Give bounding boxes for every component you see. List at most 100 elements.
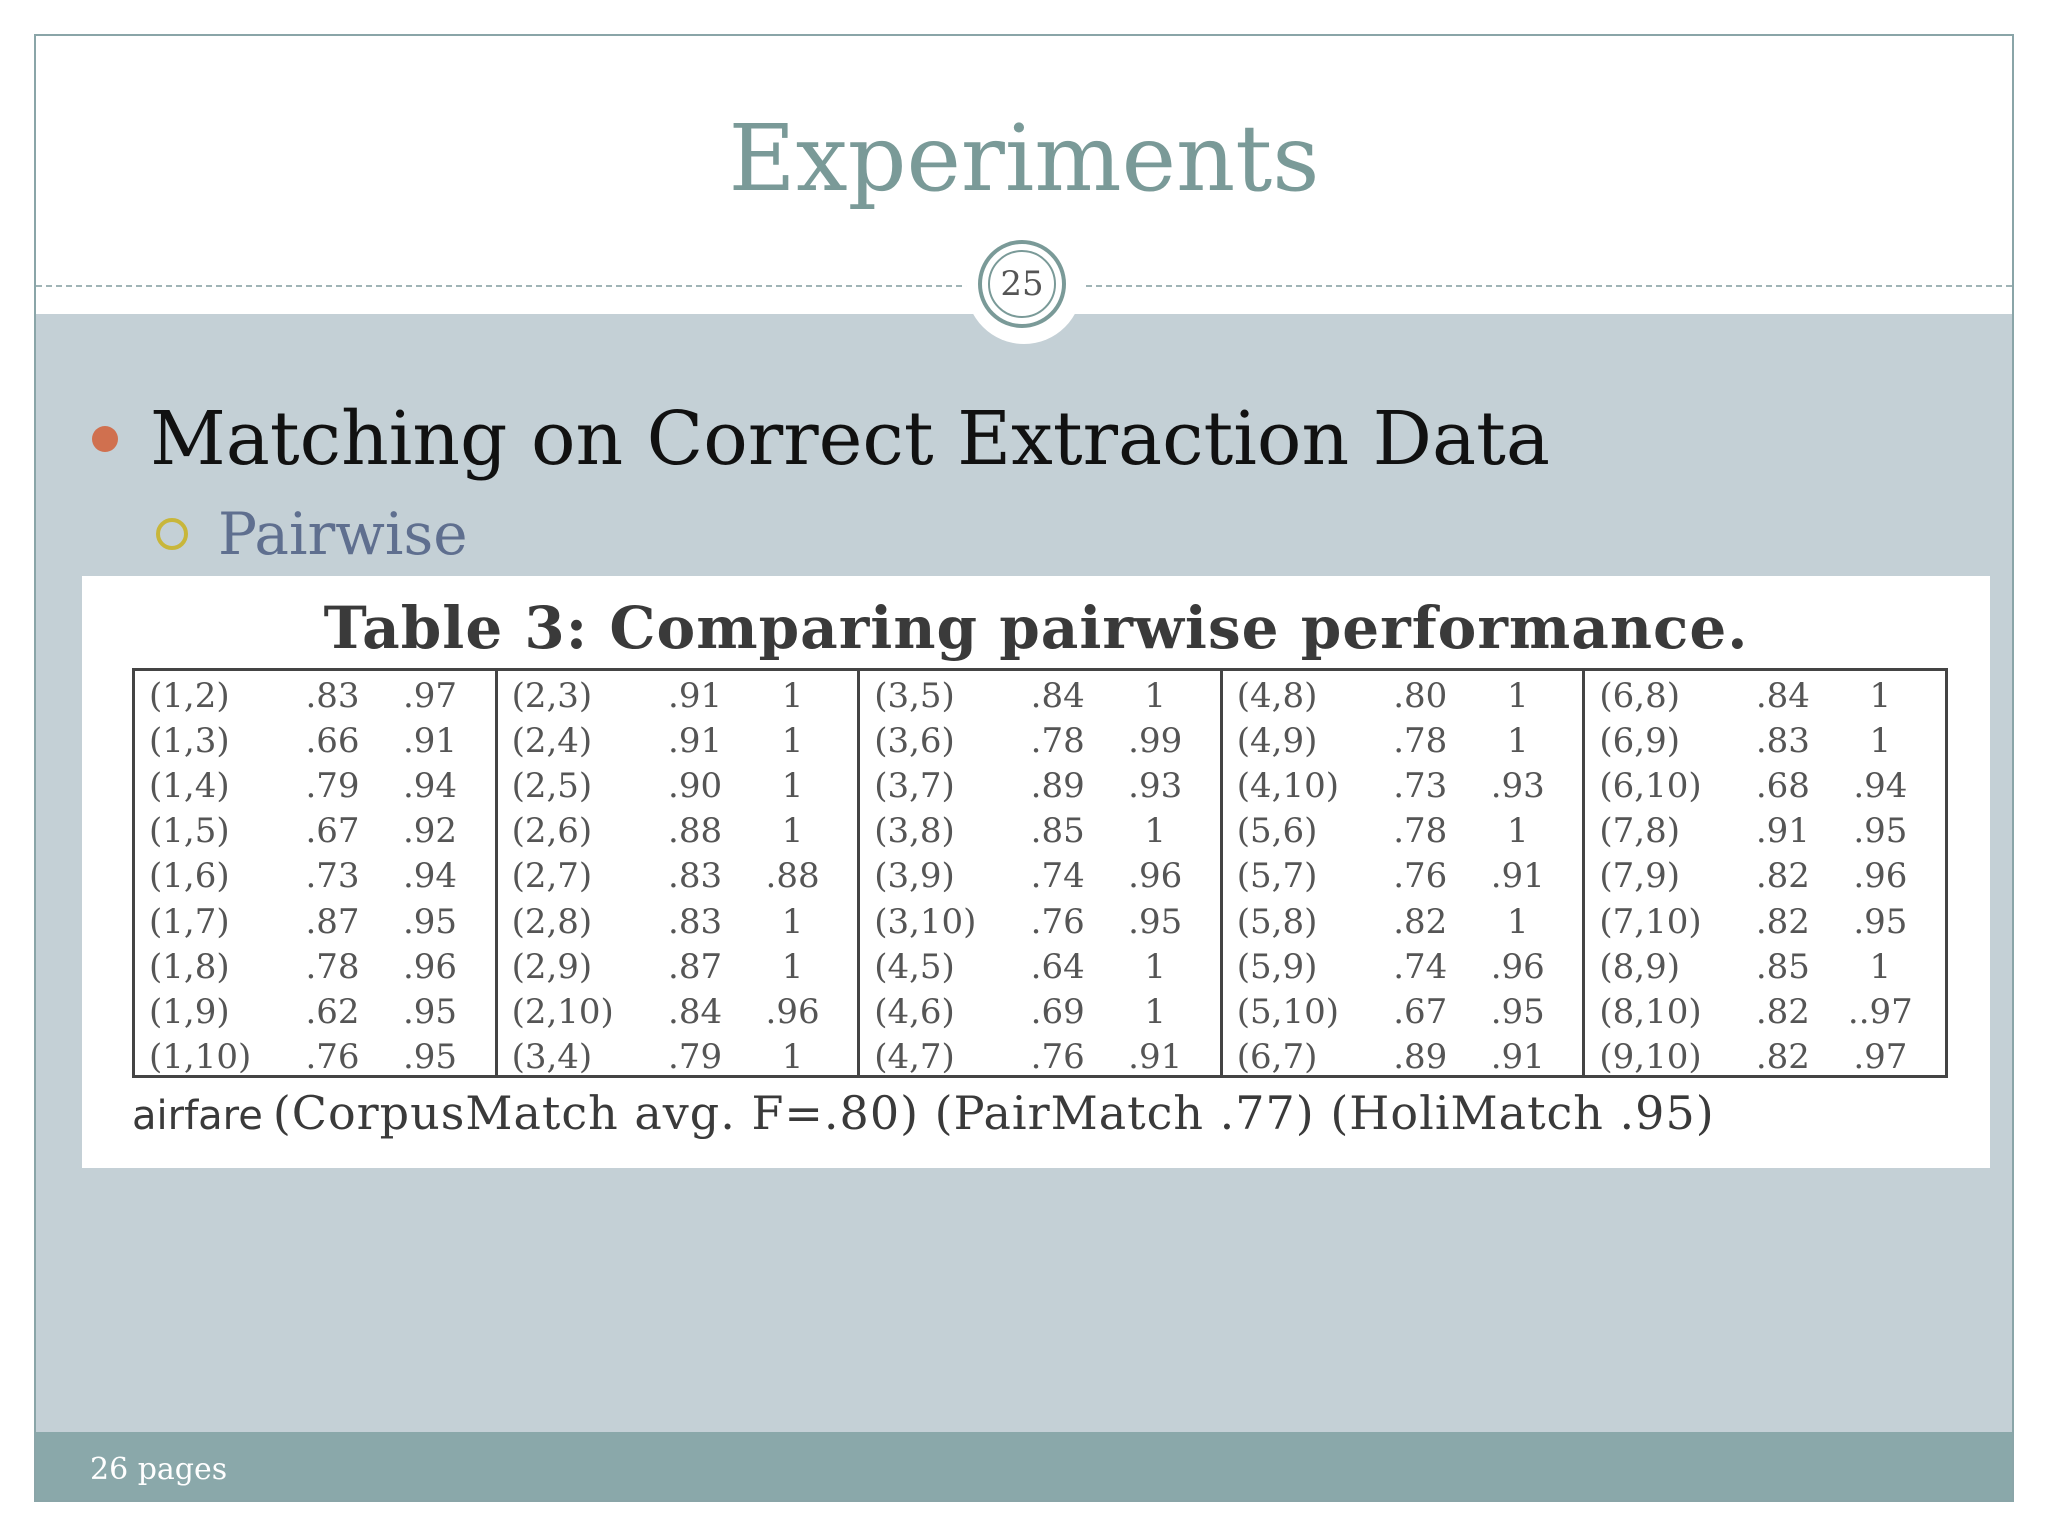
pair-label: (2,5) xyxy=(511,765,593,806)
pair-value-2: .95 xyxy=(402,901,458,942)
pair-label: (1,4) xyxy=(149,765,230,806)
pair-value-1: .83 xyxy=(305,675,360,716)
pair-value-1: .66 xyxy=(305,720,360,761)
pair-label: (1,2) xyxy=(149,675,230,716)
pair-label: (5,7) xyxy=(1236,856,1318,897)
pair-value-2: .95 xyxy=(402,1037,458,1078)
pair-value-2: .96 xyxy=(402,946,458,987)
pair-value-1: .87 xyxy=(668,946,723,987)
pair-value-1: .69 xyxy=(1030,991,1085,1032)
pair-value-2: .95 xyxy=(1853,811,1908,852)
pair-label: (3,10) xyxy=(874,901,977,942)
pair-label: (4,6) xyxy=(874,991,955,1032)
pair-value-1: .76 xyxy=(1030,1037,1085,1078)
pair-value-1: .83 xyxy=(668,856,723,897)
pair-label: (6,10) xyxy=(1599,765,1702,806)
bullet-ring-icon xyxy=(156,518,188,550)
pair-label: (4,8) xyxy=(1236,675,1318,716)
table-row: (5,6) .78 1 xyxy=(1223,809,1583,854)
table-caption: Table 3: Comparing pairwise performance. xyxy=(323,594,1749,662)
table-row: (4,8) .80 1 xyxy=(1223,673,1583,718)
pair-value-1: .73 xyxy=(1393,765,1448,806)
pair-label: (4,10) xyxy=(1236,765,1340,806)
pair-label: (6,9) xyxy=(1599,720,1680,761)
pair-value-1: .76 xyxy=(1393,856,1448,897)
pair-value-1: .82 xyxy=(1393,901,1448,942)
table-row: (4,10) .73 .93 xyxy=(1223,763,1583,808)
table-row: (3,9) .74 .96 xyxy=(860,854,1220,899)
table-row: (7,8) .91 .95 xyxy=(1585,809,1945,854)
pair-value-2: 1 xyxy=(1144,811,1166,852)
pair-label: (5,8) xyxy=(1236,901,1318,942)
pair-value-2: 1 xyxy=(781,1037,804,1078)
table-row: (3,6) .78 .99 xyxy=(860,718,1220,763)
table-column: (1,2) .83 .97 (1,3) .66 .91 (1,4) .79 .94 (1,5) .6… xyxy=(135,671,498,1077)
table-row: (1,4) .79 .94 xyxy=(135,763,495,808)
pair-value-1: .64 xyxy=(1030,946,1085,987)
pair-value-1: .91 xyxy=(668,720,723,761)
pair-label: (5,6) xyxy=(1236,811,1318,852)
page-number-badge: 25 xyxy=(966,228,1082,344)
pair-value-1: .78 xyxy=(305,946,360,987)
pair-value-2: .94 xyxy=(402,856,458,897)
pair-label: (5,9) xyxy=(1236,946,1318,987)
pair-value-1: .83 xyxy=(668,901,723,942)
pairwise-table: (1,2) .83 .97 (1,3) .66 .91 (1,4) .79 .94 (1,5) .6… xyxy=(132,668,1948,1078)
pair-value-2: 1 xyxy=(781,720,804,761)
pair-value-2: 1 xyxy=(1506,811,1529,852)
pair-value-1: .74 xyxy=(1030,856,1085,897)
pair-label: (6,8) xyxy=(1599,675,1680,716)
pair-value-1: .76 xyxy=(305,1037,360,1078)
pair-value-2: 1 xyxy=(781,811,804,852)
pair-value-2: .91 xyxy=(1490,1037,1545,1078)
pair-label: (7,8) xyxy=(1599,811,1680,852)
table-row: (3,8) .85 1 xyxy=(860,809,1220,854)
pair-label: (9,10) xyxy=(1599,1037,1702,1078)
table-row: (6,8) .84 1 xyxy=(1585,673,1945,718)
pair-label: (7,9) xyxy=(1599,856,1680,897)
pair-label: (3,6) xyxy=(874,720,955,761)
footnote-label: airfare xyxy=(132,1093,263,1139)
slide-title: Experiments xyxy=(728,105,1320,212)
table-row: (2,6) .88 1 xyxy=(498,809,858,854)
pair-value-1: .85 xyxy=(1030,811,1085,852)
pair-value-1: .67 xyxy=(305,811,360,852)
pair-label: (6,7) xyxy=(1236,1037,1318,1078)
pair-value-2: 1 xyxy=(1869,720,1892,761)
pair-value-2: ..97 xyxy=(1847,991,1913,1032)
pair-value-2: 1 xyxy=(1869,675,1892,716)
pair-value-1: .82 xyxy=(1755,856,1810,897)
pair-value-2: .97 xyxy=(1853,1037,1908,1078)
table-row: (2,4) .91 1 xyxy=(498,718,858,763)
pair-label: (1,5) xyxy=(149,811,230,852)
pair-value-1: .85 xyxy=(1755,946,1810,987)
pair-value-2: 1 xyxy=(781,765,804,806)
pair-label: (8,9) xyxy=(1599,946,1680,987)
pair-value-1: .91 xyxy=(1755,811,1810,852)
pair-value-1: .84 xyxy=(1030,675,1085,716)
table-row: (6,7) .89 .91 xyxy=(1223,1035,1583,1080)
pair-label: (1,7) xyxy=(149,901,230,942)
pair-value-1: .78 xyxy=(1030,720,1085,761)
pair-value-2: 1 xyxy=(1506,901,1529,942)
table-row: (2,3) .91 1 xyxy=(498,673,858,718)
pair-value-1: .67 xyxy=(1393,991,1448,1032)
sub-bullet-item: Pairwise xyxy=(156,496,468,572)
pair-value-2: 1 xyxy=(781,901,804,942)
pair-label: (3,7) xyxy=(874,765,955,806)
pair-label: (2,7) xyxy=(511,856,593,897)
table-figure: Table 3: Comparing pairwise performance.… xyxy=(82,576,1990,1168)
pair-label: (2,8) xyxy=(511,901,593,942)
pair-value-1: .84 xyxy=(668,991,723,1032)
pair-label: (1,9) xyxy=(149,991,230,1032)
table-row: (7,9) .82 .96 xyxy=(1585,854,1945,899)
pair-value-2: .91 xyxy=(1490,856,1545,897)
pair-value-1: .87 xyxy=(305,901,360,942)
pair-value-2: 1 xyxy=(781,946,804,987)
pair-value-2: .94 xyxy=(1853,765,1908,806)
table-row: (1,10) .76 .95 xyxy=(135,1035,495,1080)
table-row: (6,9) .83 1 xyxy=(1585,718,1945,763)
pair-value-1: .62 xyxy=(305,991,360,1032)
table-row: (1,9) .62 .95 xyxy=(135,989,495,1034)
table-row: (3,7) .89 .93 xyxy=(860,763,1220,808)
